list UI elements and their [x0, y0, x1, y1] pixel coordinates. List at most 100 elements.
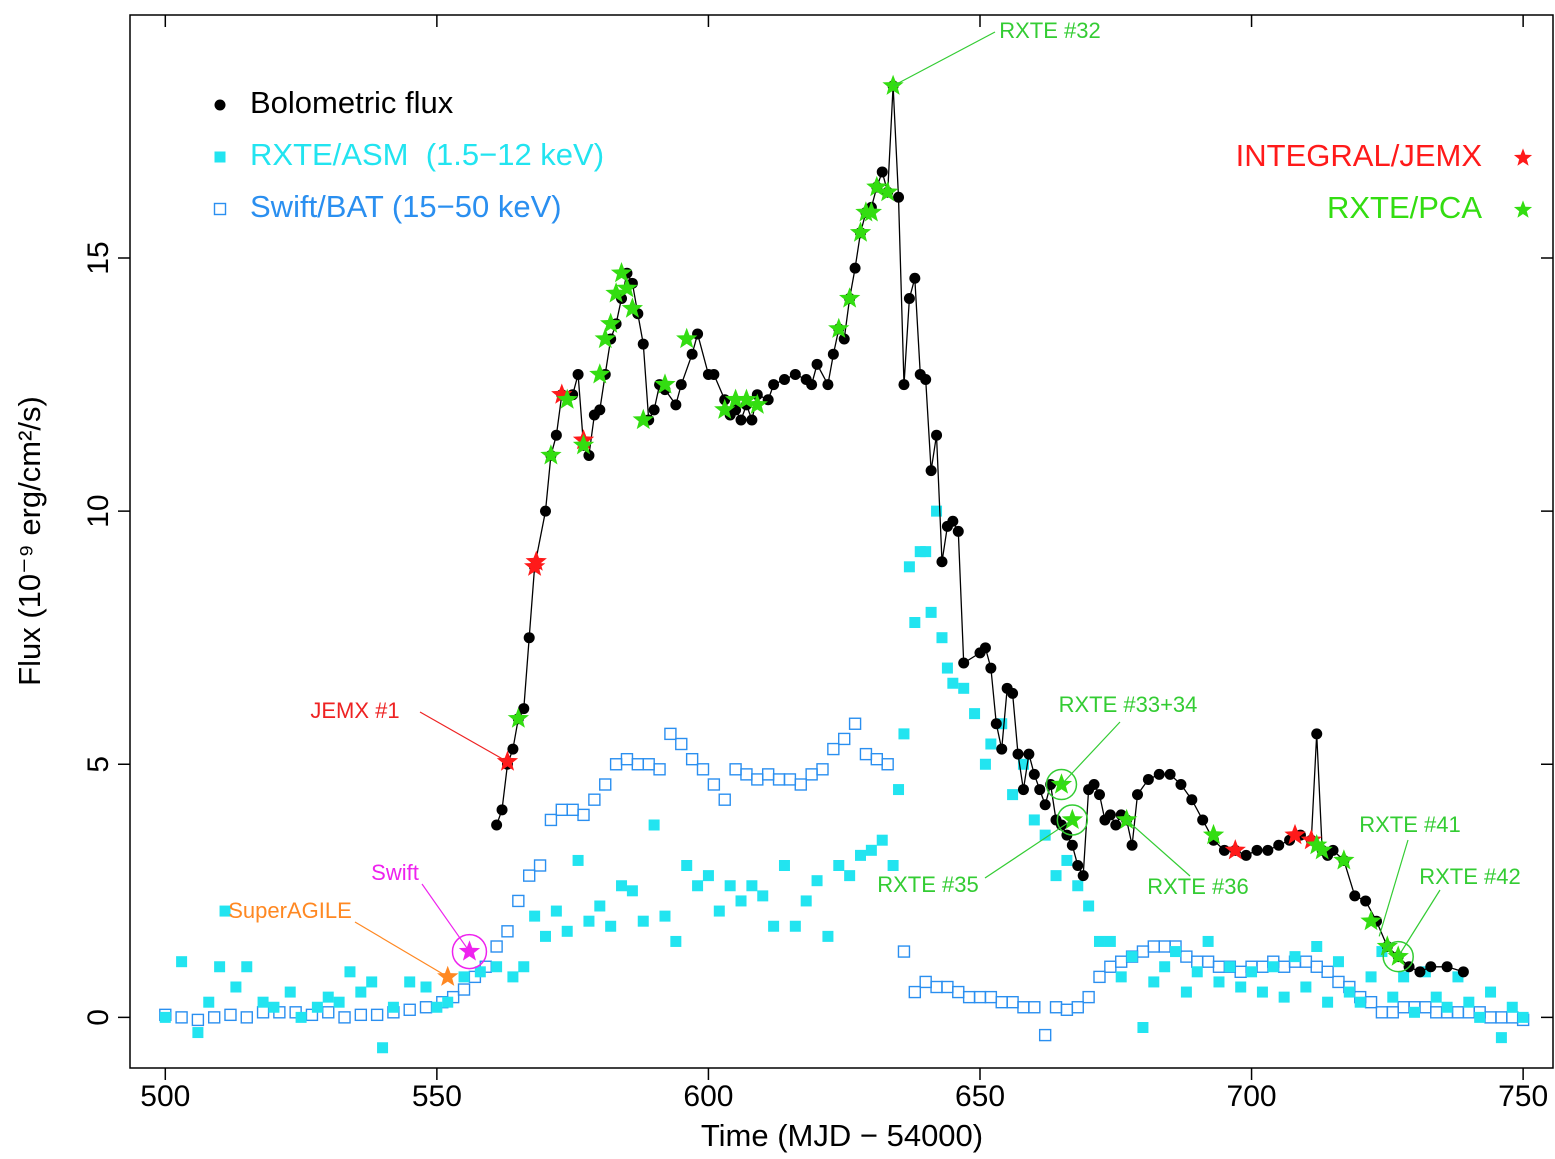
- point: [1474, 1011, 1486, 1023]
- annotation-label: RXTE #33+34: [1059, 692, 1198, 717]
- point: [903, 561, 915, 573]
- point: [789, 368, 801, 380]
- y-tick-label: 5: [82, 756, 115, 773]
- point: [621, 297, 643, 318]
- point: [822, 379, 834, 391]
- point: [838, 333, 850, 345]
- point: [1306, 834, 1328, 855]
- point: [1093, 970, 1106, 984]
- point: [870, 752, 884, 766]
- point: [778, 860, 790, 871]
- point: [1430, 991, 1442, 1003]
- point: [540, 444, 562, 465]
- point: [898, 379, 910, 391]
- point: [551, 383, 573, 404]
- point: [599, 778, 612, 791]
- y-tick-label: 15: [82, 241, 115, 274]
- point: [525, 550, 547, 571]
- point: [1017, 1001, 1030, 1014]
- point: [572, 854, 584, 866]
- point: [1023, 748, 1035, 760]
- point: [1321, 965, 1334, 979]
- point: [191, 1013, 205, 1027]
- point: [1072, 880, 1084, 892]
- x-tick-label: 750: [1498, 1080, 1548, 1113]
- point: [768, 379, 780, 391]
- point: [529, 910, 541, 922]
- point: [724, 880, 736, 892]
- point: [1506, 1001, 1518, 1013]
- point: [920, 546, 932, 558]
- point: [996, 743, 1008, 755]
- point: [1462, 1006, 1476, 1019]
- point: [490, 940, 503, 953]
- annotation-leader: [421, 883, 470, 952]
- point: [724, 388, 747, 409]
- point: [1197, 814, 1209, 826]
- point: [1180, 986, 1192, 998]
- point: [1137, 1022, 1149, 1033]
- point: [566, 803, 579, 817]
- point: [577, 808, 590, 822]
- point: [936, 556, 948, 568]
- point: [947, 677, 959, 689]
- point: [969, 708, 981, 720]
- point: [442, 996, 454, 1008]
- point: [404, 976, 416, 988]
- point: [1451, 1006, 1465, 1019]
- point: [707, 778, 721, 791]
- point: [1039, 799, 1051, 811]
- point: [860, 201, 882, 222]
- point: [605, 920, 617, 932]
- point: [838, 732, 851, 746]
- point: [887, 860, 899, 871]
- point: [637, 338, 649, 350]
- point: [387, 1001, 399, 1013]
- point: [507, 743, 519, 755]
- point: [322, 991, 334, 1003]
- point: [1164, 768, 1176, 780]
- point: [1414, 966, 1426, 978]
- annotation-label: JEMX #1: [310, 698, 399, 723]
- point: [561, 925, 573, 937]
- point: [1485, 986, 1497, 998]
- point: [1246, 966, 1258, 978]
- point: [1360, 910, 1382, 931]
- legend-label: RXTE/ASM (1.5−12 keV): [250, 137, 604, 172]
- point: [1284, 823, 1306, 845]
- point: [377, 1042, 389, 1054]
- point: [908, 985, 922, 999]
- point: [1397, 1001, 1410, 1014]
- annotation-leader: [892, 31, 996, 87]
- annotation-leader: [1126, 819, 1191, 877]
- point: [605, 282, 627, 303]
- point: [794, 778, 807, 791]
- point: [1240, 849, 1252, 861]
- point: [1332, 975, 1345, 989]
- point: [1034, 784, 1046, 796]
- point: [1506, 1011, 1519, 1024]
- point: [893, 784, 905, 796]
- annotation-leader: [984, 819, 1073, 879]
- point: [681, 860, 693, 871]
- point: [696, 763, 710, 776]
- point: [518, 961, 530, 973]
- point: [241, 961, 253, 973]
- point: [1093, 935, 1105, 947]
- point: [783, 773, 797, 786]
- point: [1289, 951, 1301, 963]
- point: [1365, 971, 1377, 983]
- plot-area: [159, 74, 1530, 1054]
- point: [496, 750, 519, 771]
- point: [1186, 794, 1198, 806]
- point: [827, 742, 840, 756]
- point: [295, 1011, 307, 1023]
- point: [1153, 768, 1165, 780]
- point: [620, 752, 634, 766]
- x-tick-label: 550: [412, 1080, 462, 1113]
- point: [419, 1001, 433, 1014]
- annotation-circle: [1056, 804, 1089, 836]
- point: [555, 803, 568, 817]
- point: [192, 1027, 204, 1039]
